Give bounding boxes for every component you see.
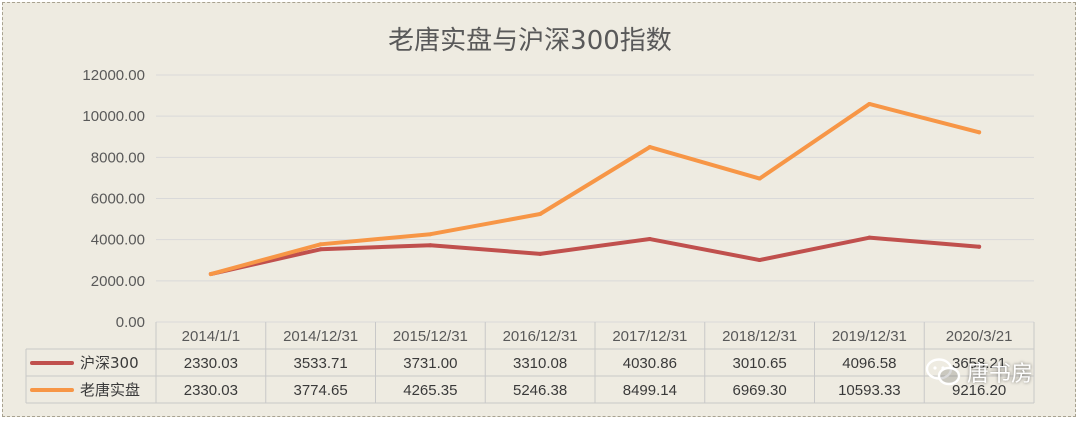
x-tick-label: 2019/12/31: [832, 328, 907, 345]
y-tick-label: 4000.00: [91, 232, 145, 249]
data-label: 3774.65: [294, 382, 348, 399]
data-label: 3310.08: [513, 355, 567, 372]
data-label: 6969.30: [733, 382, 787, 399]
y-tick-label: 6000.00: [91, 191, 145, 208]
legend-label: 老唐实盘: [80, 381, 140, 399]
data-point: [538, 251, 543, 256]
series-line: [208, 235, 982, 277]
data-label: 2330.03: [184, 382, 238, 399]
data-label: 2330.03: [184, 355, 238, 372]
x-tick-label: 2017/12/31: [612, 328, 687, 345]
watermark-text: 唐书房: [967, 362, 1034, 387]
data-label: 9216.20: [952, 382, 1006, 399]
y-tick-label: 8000.00: [91, 149, 145, 166]
series-line: [208, 101, 982, 277]
x-tick-label: 2015/12/31: [393, 328, 468, 345]
x-tick-label: 2014/1/1: [182, 328, 240, 345]
x-tick-label: 2014/12/31: [283, 328, 358, 345]
data-point: [428, 232, 433, 237]
data-point: [647, 237, 652, 242]
data-point: [538, 212, 543, 217]
data-point: [318, 247, 323, 252]
data-label: 3010.65: [733, 355, 787, 372]
data-label: 8499.14: [623, 382, 677, 399]
data-label: 3731.00: [403, 355, 457, 372]
watermark: 唐书房: [925, 356, 1033, 388]
data-label: 5246.38: [513, 382, 567, 399]
data-point: [647, 145, 652, 150]
data-label: 4096.58: [842, 355, 896, 372]
wechat-icon: [925, 358, 961, 386]
data-label: 4265.35: [403, 382, 457, 399]
y-tick-label: 0.00: [116, 314, 145, 331]
y-tick-label: 10000.00: [82, 108, 145, 125]
data-point: [867, 101, 872, 106]
y-tick-label: 12000.00: [82, 67, 145, 84]
data-point: [318, 242, 323, 247]
data-point: [867, 235, 872, 240]
data-point: [757, 258, 762, 263]
chart-title: 老唐实盘与沪深300指数: [388, 26, 672, 56]
x-tick-label: 2016/12/31: [503, 328, 578, 345]
x-tick-label: 2018/12/31: [722, 328, 797, 345]
x-tick-label: 2020/3/21: [946, 328, 1013, 345]
legend-label: 沪深300: [80, 354, 139, 372]
data-point: [977, 130, 982, 135]
data-label: 3533.71: [294, 355, 348, 372]
data-label: 3658.21: [952, 355, 1006, 372]
y-tick-label: 2000.00: [91, 273, 145, 290]
data-point: [428, 243, 433, 248]
data-point: [977, 244, 982, 249]
data-point: [757, 176, 762, 181]
data-label: 4030.86: [623, 355, 677, 372]
data-point: [208, 272, 213, 277]
data-label: 10593.33: [838, 382, 901, 399]
